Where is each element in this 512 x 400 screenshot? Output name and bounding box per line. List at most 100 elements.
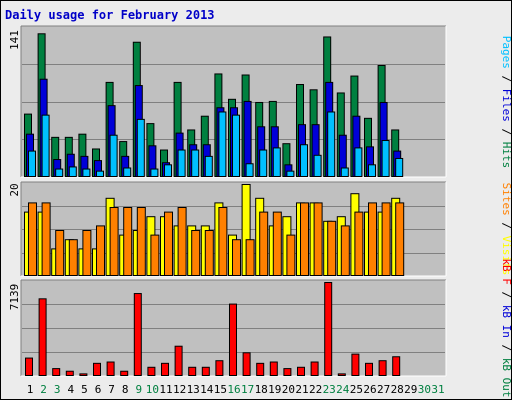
kbf-bar-day-1 (25, 357, 33, 376)
x-tick-label-12: 12 (173, 383, 186, 396)
sites-bar-day-2 (41, 202, 51, 276)
legend-kbf-text: kB F (500, 258, 512, 285)
pages-bar-day-18 (259, 149, 268, 178)
pages-bar-day-19 (272, 147, 281, 177)
x-tick-label-25: 25 (350, 383, 363, 396)
legend-hits-text: Hits (500, 142, 512, 169)
pages-bar-day-13 (191, 149, 200, 178)
sites-bar-day-10 (150, 234, 160, 277)
x-tick-label-21: 21 (295, 383, 308, 396)
pages-bar-day-16 (232, 114, 240, 177)
pages-bar-day-17 (245, 163, 254, 177)
x-tick-label-17: 17 (241, 383, 254, 396)
kbf-bar-day-12 (174, 345, 183, 376)
kbf-bar-day-20 (283, 368, 292, 376)
sites-bar-day-8 (123, 207, 133, 276)
pages-bar-day-8 (123, 167, 132, 178)
x-tick-label-22: 22 (309, 383, 322, 396)
x-tick-label-4: 4 (67, 383, 74, 396)
legend-sep1-text: / (500, 285, 512, 305)
panel-2-legend: Sites / Visits (500, 183, 512, 276)
pages-bar-day-1 (28, 150, 36, 177)
x-tick-label-1: 1 (27, 383, 34, 396)
sites-bar-day-1 (28, 202, 37, 276)
sites-bar-day-14 (204, 230, 214, 276)
sites-bar-day-16 (232, 239, 241, 276)
kbf-bar-day-7 (106, 361, 115, 376)
sites-bar-day-27 (381, 202, 391, 276)
x-tick-label-5: 5 (81, 383, 88, 396)
kbf-bar-day-16 (229, 303, 237, 377)
pages-bar-day-7 (109, 134, 118, 178)
panel-1-axis-max-label: 141 (8, 30, 21, 50)
kbf-bar-day-26 (365, 362, 373, 376)
kbf-bar-day-28 (392, 356, 401, 376)
kbf-bar-day-9 (133, 293, 142, 377)
pages-bar-day-10 (150, 168, 159, 177)
x-tick-label-28: 28 (391, 383, 404, 396)
legend-kbout-text: kB Out (500, 358, 512, 398)
x-tick-label-9: 9 (135, 383, 142, 396)
x-tick-label-15: 15 (214, 383, 227, 396)
sites-bar-day-4 (68, 239, 78, 276)
chart-title: Daily usage for February 2013 (5, 8, 215, 22)
kbf-bar-day-4 (65, 370, 74, 376)
x-tick-label-11: 11 (159, 383, 172, 396)
kbf-bar-day-6 (93, 362, 101, 376)
sites-bar-day-20 (286, 234, 296, 277)
x-tick-label-31: 31 (431, 383, 444, 396)
pages-bar-day-4 (68, 166, 77, 177)
x-tick-label-27: 27 (377, 383, 390, 396)
x-tick-label-7: 7 (108, 383, 115, 396)
legend-visits-text: Visits (500, 236, 512, 276)
x-tick-label-16: 16 (227, 383, 240, 396)
kbf-bar-day-2 (38, 298, 47, 377)
x-tick-label-6: 6 (95, 383, 102, 396)
x-tick-label-14: 14 (200, 383, 214, 396)
pages-bar-day-15 (218, 111, 227, 177)
legend-sites-text: Sites (500, 183, 512, 216)
x-tick-label-20: 20 (282, 383, 295, 396)
sites-bar-day-26 (368, 202, 377, 276)
sites-bar-day-13 (191, 230, 201, 276)
kbf-bar-day-15 (215, 360, 224, 376)
pages-bar-day-23 (327, 111, 336, 177)
sites-bar-day-15 (218, 207, 228, 276)
kbf-bar-day-3 (52, 368, 61, 376)
kbf-bar-day-8 (120, 370, 129, 376)
kbf-bar-day-17 (242, 352, 251, 376)
legend-files-text: Files (500, 89, 512, 122)
panel-3-legend: kB F / kB In / kB Out (500, 258, 512, 397)
kbf-bar-day-10 (147, 366, 156, 376)
kbf-bar-day-24 (337, 373, 346, 376)
pages-bar-day-6 (96, 170, 104, 178)
legend-pages-text: Pages (500, 36, 512, 69)
pages-bar-day-27 (381, 140, 390, 178)
kbf-bar-day-27 (378, 360, 387, 376)
pages-bar-day-21 (300, 144, 308, 177)
x-tick-label-2: 2 (40, 383, 47, 396)
pages-bar-day-25 (354, 147, 363, 177)
legend-sep1-text: / (500, 216, 512, 236)
pages-bar-day-12 (177, 149, 186, 178)
kbf-bar-day-14 (201, 366, 210, 376)
panel-1-legend: Pages / Files / Hits (500, 36, 512, 169)
sites-bar-day-12 (177, 207, 187, 276)
sites-bar-day-9 (136, 207, 146, 276)
pages-bar-day-3 (55, 168, 64, 177)
panel-3-axis-max-label: 7139 (8, 284, 21, 311)
pages-bar-day-26 (368, 164, 376, 178)
x-tick-label-18: 18 (255, 383, 268, 396)
x-tick-label-13: 13 (187, 383, 200, 396)
pages-bar-day-2 (41, 114, 50, 177)
x-tick-label-3: 3 (54, 383, 61, 396)
sites-bar-day-3 (55, 230, 65, 276)
x-tick-label-29: 29 (404, 383, 417, 396)
x-tick-label-30: 30 (418, 383, 431, 396)
x-tick-label-24: 24 (336, 383, 350, 396)
sites-bar-day-19 (272, 211, 282, 277)
sites-bar-day-21 (300, 202, 309, 276)
panel-2-axis-max-label: 20 (8, 183, 21, 196)
kbf-bar-day-11 (161, 362, 169, 376)
